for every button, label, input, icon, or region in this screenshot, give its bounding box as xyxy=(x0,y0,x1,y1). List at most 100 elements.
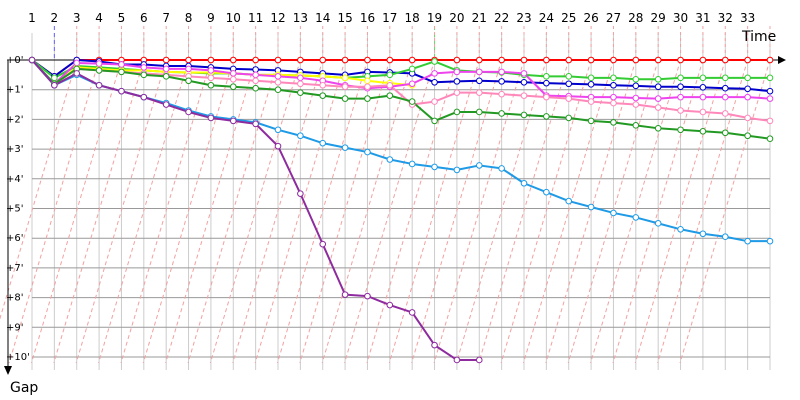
series-point-5 xyxy=(677,93,684,101)
series-point-8 xyxy=(654,220,662,227)
series-point-9 xyxy=(453,356,461,364)
series-point-1 xyxy=(408,56,416,64)
series-point-6 xyxy=(475,89,483,96)
x-tick-label: 29 xyxy=(651,11,666,25)
lap-dash-diagonal xyxy=(522,59,614,364)
series-point-6 xyxy=(431,98,438,105)
x-tick-label: 19 xyxy=(427,11,442,25)
y-tick-label: +5' xyxy=(6,204,24,215)
x-tick-label: 21 xyxy=(472,11,487,25)
series-point-7 xyxy=(677,126,684,134)
series-point-5 xyxy=(297,74,304,82)
series-point-8 xyxy=(543,188,550,196)
x-tick-label: 14 xyxy=(315,11,330,25)
series-point-1 xyxy=(766,56,774,64)
series-point-5 xyxy=(274,73,282,80)
series-point-6 xyxy=(565,95,573,102)
series-point-7 xyxy=(95,67,103,74)
series-point-1 xyxy=(207,56,215,64)
series-point-1 xyxy=(162,56,170,64)
series-point-2 xyxy=(610,81,617,89)
series-point-7 xyxy=(185,77,192,85)
y-axis-title: Gap xyxy=(10,380,38,396)
x-tick-label: 9 xyxy=(207,11,215,25)
lap-dash-diagonal xyxy=(8,59,100,364)
series-point-1 xyxy=(587,56,595,64)
lap-dash-diagonal xyxy=(455,59,547,364)
series-point-6 xyxy=(364,83,371,91)
lap-dash-diagonal xyxy=(500,59,592,364)
series-point-9 xyxy=(51,81,58,89)
x-tick-label: 33 xyxy=(740,11,755,25)
lap-dash-diagonal xyxy=(120,59,212,364)
series-point-9 xyxy=(408,309,416,316)
series-point-8 xyxy=(520,179,528,187)
series-point-5 xyxy=(453,68,461,76)
series-point-9 xyxy=(118,87,125,95)
lap-dash-diagonal xyxy=(276,59,368,364)
series-point-3 xyxy=(699,74,707,82)
series-point-8 xyxy=(587,203,595,211)
series-point-9 xyxy=(341,291,349,298)
series-point-8 xyxy=(274,126,282,134)
x-tick-label: 25 xyxy=(561,11,576,25)
series-point-2 xyxy=(565,80,573,88)
lap-dash-diagonal xyxy=(321,59,413,364)
series-point-1 xyxy=(565,56,573,64)
x-tick-label: 16 xyxy=(360,11,375,25)
series-point-1 xyxy=(520,56,528,64)
series-point-7 xyxy=(766,135,774,143)
series-point-2 xyxy=(587,81,595,88)
series-point-6 xyxy=(610,99,617,107)
series-point-7 xyxy=(520,111,528,119)
series-point-1 xyxy=(498,56,505,64)
series-point-7 xyxy=(229,83,237,91)
lap-dash-diagonal xyxy=(187,59,279,364)
series-point-1 xyxy=(543,56,550,64)
lap-dash-diagonal xyxy=(98,59,190,364)
series-point-2 xyxy=(453,78,461,85)
series-point-7 xyxy=(543,113,550,120)
y-tick-label: +0' xyxy=(6,55,24,66)
lap-dash-diagonal xyxy=(254,59,346,364)
series-point-2 xyxy=(543,79,550,87)
series-point-9 xyxy=(475,356,483,364)
series-point-3 xyxy=(654,76,662,83)
series-line-7 xyxy=(31,59,771,140)
lap-dash-diagonal xyxy=(0,59,78,321)
series-point-7 xyxy=(207,81,215,89)
series-point-7 xyxy=(610,119,617,126)
series-point-7 xyxy=(453,108,461,116)
y-tick-label: +3' xyxy=(6,144,24,155)
series-point-1 xyxy=(319,56,327,64)
series-point-1 xyxy=(252,56,259,64)
series-line-2 xyxy=(31,59,771,93)
series-point-2 xyxy=(766,87,774,95)
series-point-1 xyxy=(185,56,192,64)
lap-dash-diagonal xyxy=(209,59,301,364)
x-tick-label: 17 xyxy=(382,11,397,25)
series-point-9 xyxy=(431,341,438,349)
series-point-6 xyxy=(744,114,751,122)
series-point-9 xyxy=(185,108,192,116)
x-tick-label: 28 xyxy=(628,11,643,25)
y-tick-label: +1' xyxy=(6,85,24,96)
series-point-2 xyxy=(632,82,640,90)
series-point-2 xyxy=(520,78,528,86)
lap-dash-diagonal xyxy=(344,59,436,364)
series-point-1 xyxy=(610,56,617,64)
series-point-8 xyxy=(453,166,461,174)
series-point-7 xyxy=(654,125,662,132)
x-tick-label: 23 xyxy=(516,11,531,25)
series-point-3 xyxy=(51,74,58,82)
y-tick-label: +8' xyxy=(6,293,24,304)
lap-dash-diagonal xyxy=(75,59,167,364)
lap-dash-diagonal xyxy=(478,59,570,364)
series-point-5 xyxy=(140,64,148,71)
lap-dash-diagonal xyxy=(657,59,749,364)
series-point-3 xyxy=(431,58,438,65)
series-point-9 xyxy=(252,120,259,128)
series-point-6 xyxy=(274,78,282,86)
lap-dash-diagonal xyxy=(165,59,257,364)
